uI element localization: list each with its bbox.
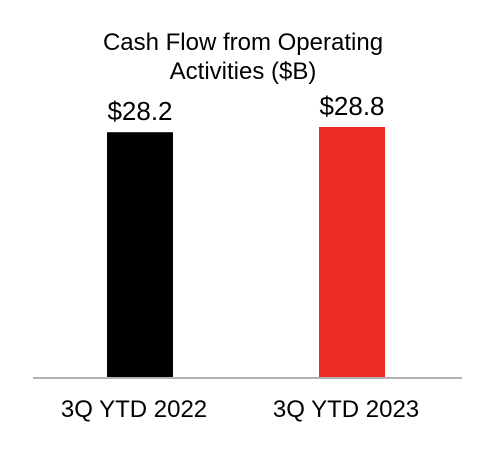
value-labels-group: $28.2 $28.8 (107, 91, 384, 126)
category-label-1: 3Q YTD 2022 (61, 396, 207, 423)
chart-title: Cash Flow from Operating Activities ($B) (103, 29, 383, 85)
bar-2 (319, 127, 385, 377)
chart-title-line-1: Cash Flow from Operating (103, 29, 383, 56)
value-label-1: $28.2 (107, 96, 172, 126)
bars-group (107, 127, 385, 377)
category-labels-group: 3Q YTD 2022 3Q YTD 2023 (61, 396, 419, 423)
bar-1 (107, 132, 173, 377)
value-label-2: $28.8 (319, 91, 384, 121)
chart-title-line-2: Activities ($B) (170, 58, 317, 85)
category-label-2: 3Q YTD 2023 (273, 396, 419, 423)
